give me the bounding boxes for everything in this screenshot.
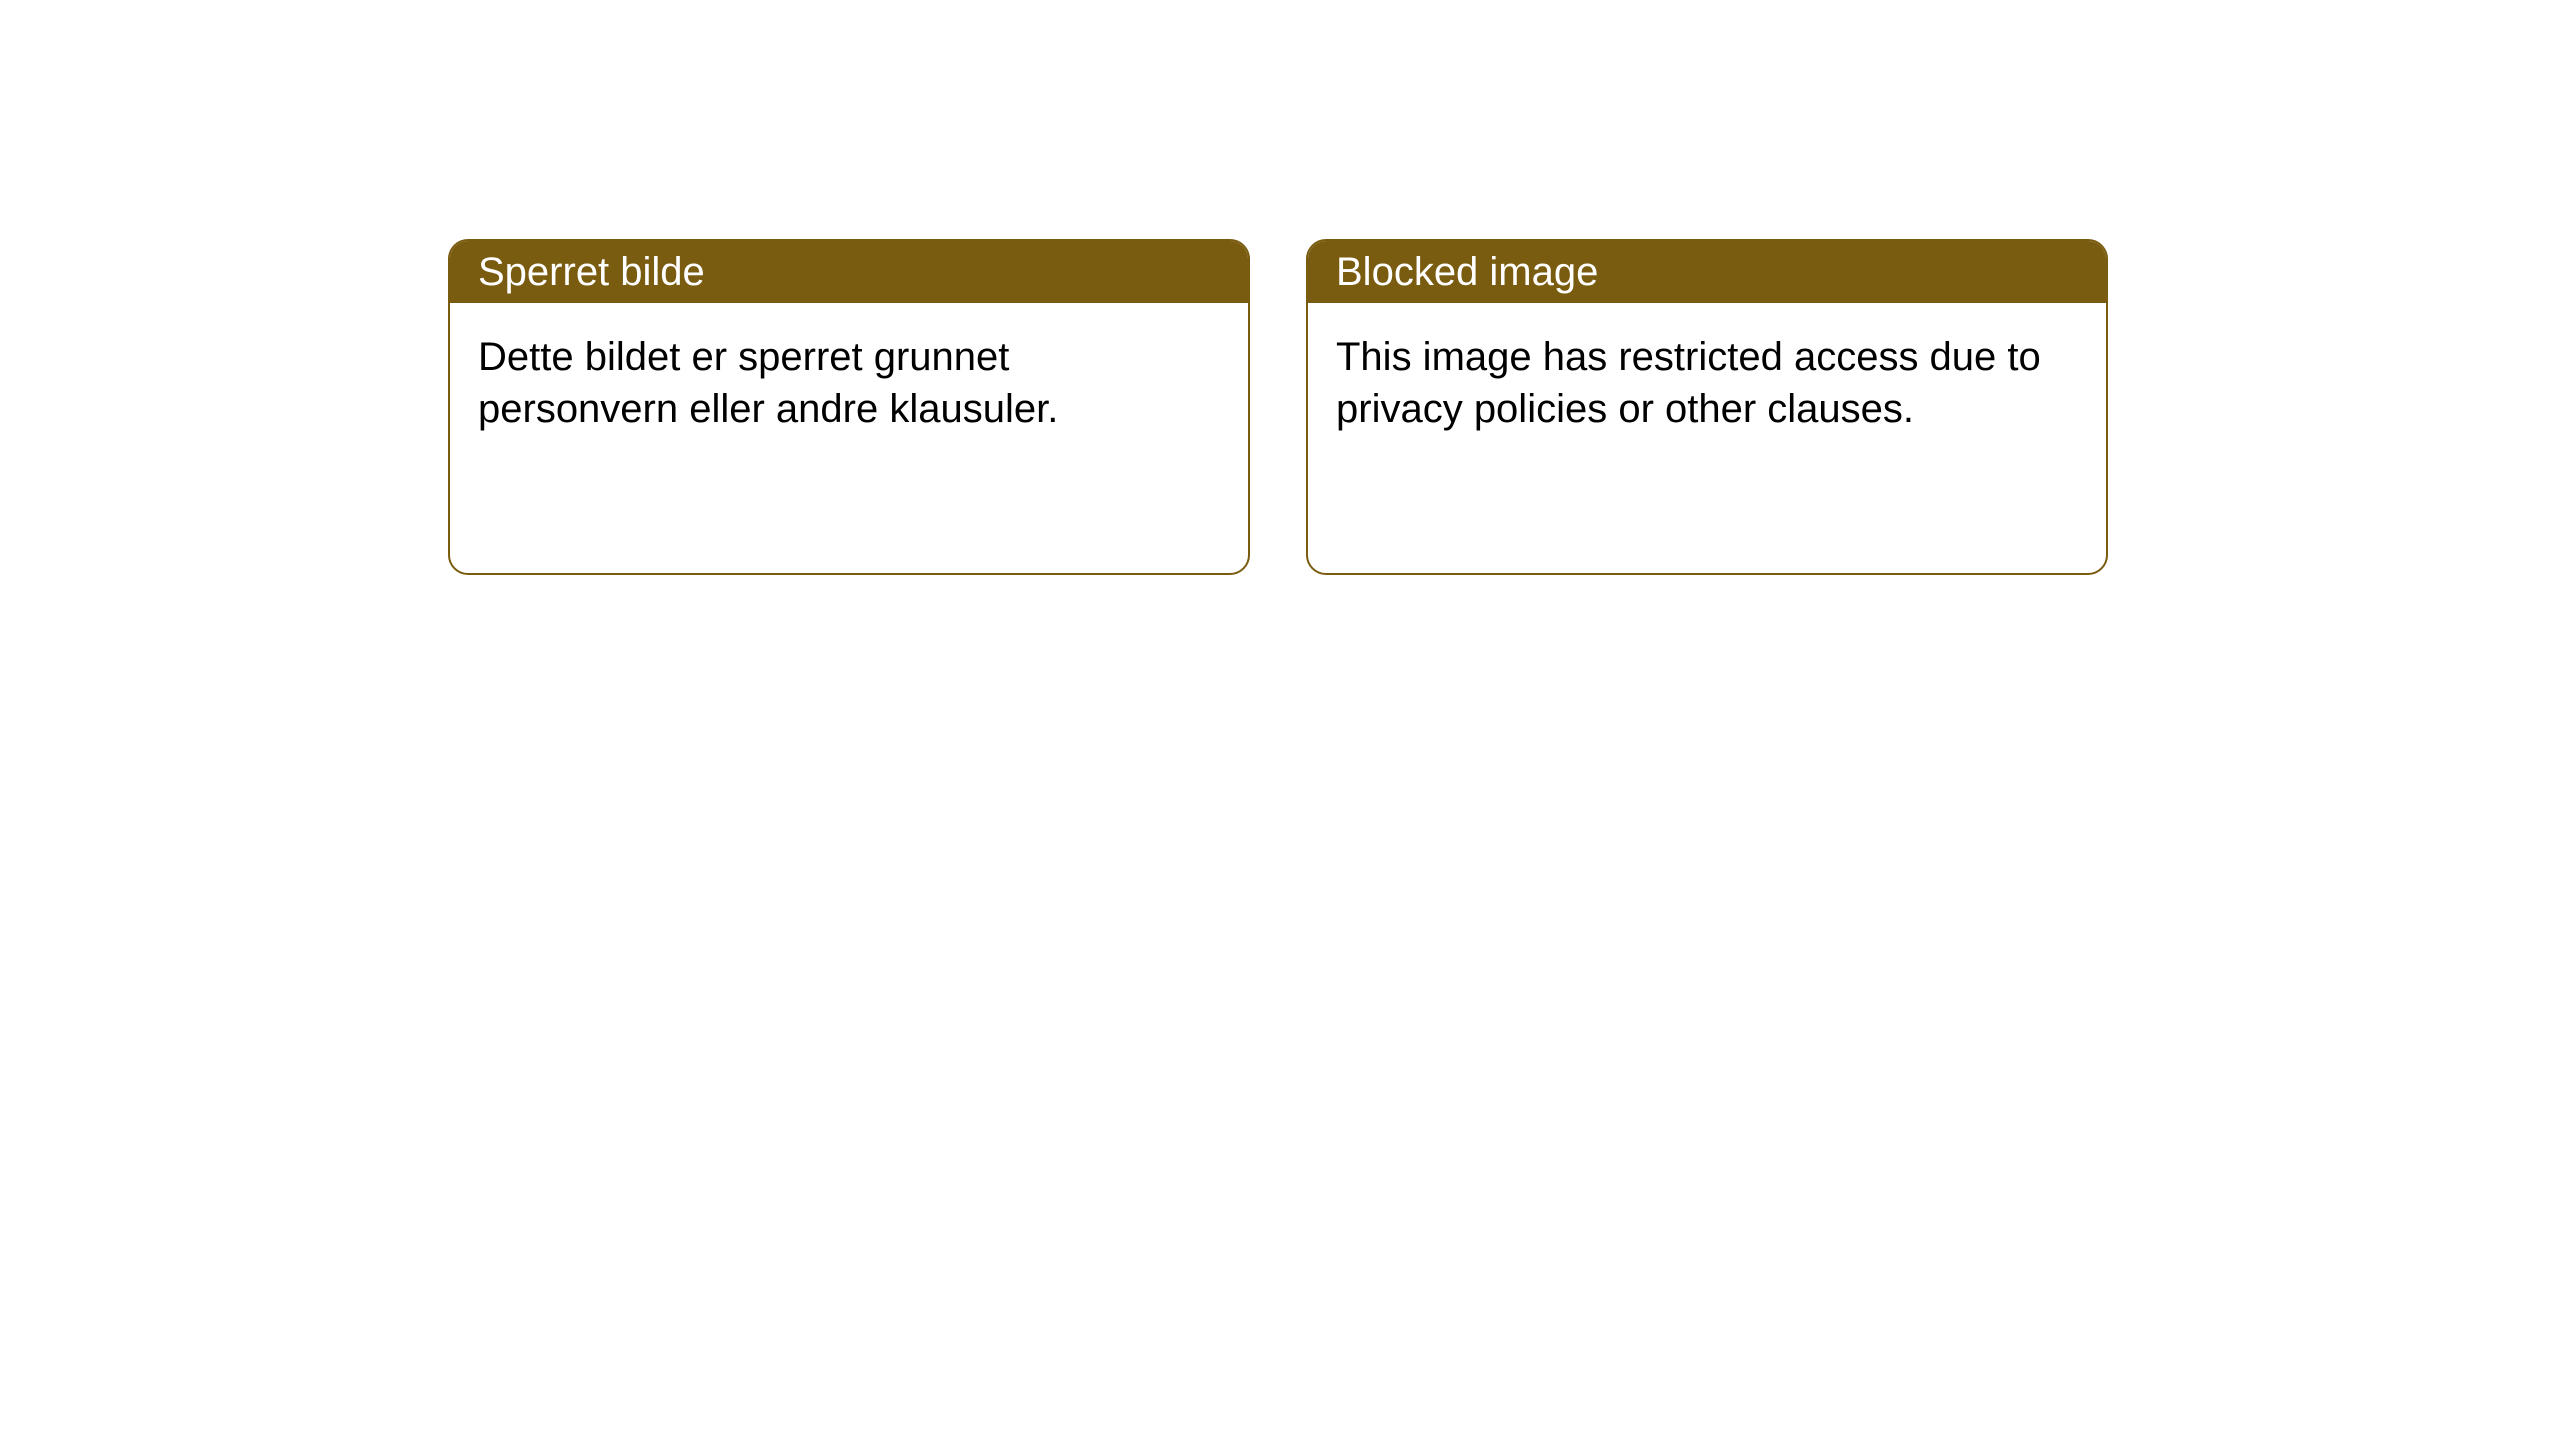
- notice-body-text: This image has restricted access due to …: [1336, 335, 2041, 431]
- notice-header: Sperret bilde: [450, 241, 1248, 303]
- notice-box-norwegian: Sperret bilde Dette bildet er sperret gr…: [448, 239, 1250, 575]
- notice-title: Blocked image: [1336, 250, 1598, 295]
- notice-title: Sperret bilde: [478, 250, 705, 295]
- notice-body: This image has restricted access due to …: [1308, 303, 2106, 463]
- notice-body-text: Dette bildet er sperret grunnet personve…: [478, 335, 1058, 431]
- notice-box-english: Blocked image This image has restricted …: [1306, 239, 2108, 575]
- notice-container: Sperret bilde Dette bildet er sperret gr…: [448, 239, 2108, 575]
- notice-body: Dette bildet er sperret grunnet personve…: [450, 303, 1248, 463]
- notice-header: Blocked image: [1308, 241, 2106, 303]
